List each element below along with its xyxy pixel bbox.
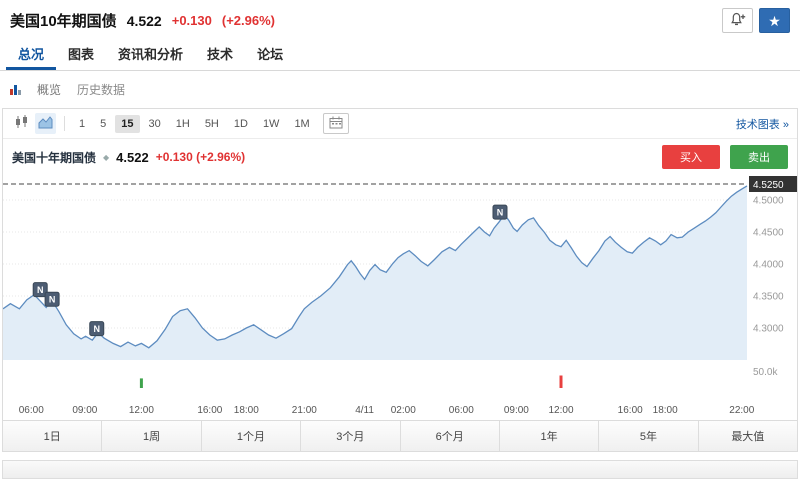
x-axis-label: 06:00 — [448, 405, 474, 416]
interval-15m[interactable]: 15 — [115, 114, 140, 133]
interval-30m[interactable]: 30 — [143, 115, 167, 133]
x-axis-label: 18:00 — [652, 405, 678, 416]
area-fill — [3, 185, 747, 360]
x-axis: 06:00 09:00 12:00 16:00 18:00 21:00 4/11 02:00 0… — [3, 404, 797, 420]
chart-instrument-name: 美国十年期国债 — [12, 150, 97, 165]
realtime-diamond-icon: ◆ — [103, 152, 110, 162]
area-chart-icon — [38, 115, 53, 132]
watchlist-star-button[interactable]: ★ — [759, 8, 790, 33]
candlestick-icon — [14, 115, 29, 132]
x-axis-label: 21:00 — [291, 405, 317, 416]
tab-news-analysis[interactable]: 资讯和分析 — [118, 47, 184, 62]
subnav-historical-data[interactable]: 历史数据 — [77, 83, 126, 97]
candlestick-chart-button[interactable] — [11, 113, 32, 134]
y-axis-label: 4.4500 — [753, 228, 784, 239]
overview-icon — [10, 84, 21, 95]
chart-change: +0.130 (+2.96%) — [155, 150, 246, 164]
x-axis-label: 12:00 — [548, 405, 574, 416]
range-selector: 1日 1周 1个月 3个月 6个月 1年 5年 最大值 — [3, 420, 797, 451]
chart-toolbar: 1 5 15 30 1H 5H 1D 1W 1M 技术图表 » — [3, 109, 797, 139]
range-6mo[interactable]: 6个月 — [401, 421, 500, 451]
chart-panel: 1 5 15 30 1H 5H 1D 1W 1M 技术图表 » 美国 — [2, 108, 798, 452]
interval-1h[interactable]: 1H — [170, 115, 196, 133]
current-price-label: 4.5250 — [753, 180, 784, 191]
header-actions: ★ — [722, 8, 790, 33]
interval-5m[interactable]: 5 — [94, 115, 112, 133]
instrument-header: 美国10年期国债 4.522 +0.130 (+2.96%) ★ — [0, 0, 800, 38]
y-axis-label: 4.4000 — [753, 260, 784, 271]
range-3mo[interactable]: 3个月 — [301, 421, 401, 451]
subnav-overview[interactable]: 概览 — [37, 83, 62, 97]
page-title: 美国10年期国债 — [10, 13, 117, 30]
header-change: +0.130 — [171, 13, 212, 28]
create-alert-button[interactable] — [722, 8, 753, 33]
x-axis-label: 4/11 — [355, 405, 374, 416]
range-max[interactable]: 最大值 — [699, 421, 797, 451]
x-axis-label: 09:00 — [72, 405, 98, 416]
price-chart[interactable]: 4.5000 4.4500 4.4000 4.3500 4.3000 4.5250 50.0… — [3, 174, 797, 404]
tab-chart[interactable]: 图表 — [68, 47, 95, 62]
interval-1mo[interactable]: 1M — [288, 115, 315, 133]
chart-title-row: 美国十年期国债 ◆ 4.522 +0.130 (+2.96%) 买入 卖出 — [3, 139, 797, 174]
svg-text:N: N — [49, 295, 56, 305]
tab-overview[interactable]: 总况 — [6, 38, 57, 70]
tab-technical[interactable]: 技术 — [207, 47, 234, 62]
bell-plus-icon — [730, 12, 746, 29]
interval-1w[interactable]: 1W — [257, 115, 286, 133]
news-marker[interactable]: N — [44, 291, 60, 307]
header-change-pct: (+2.96%) — [221, 13, 275, 28]
interval-1m[interactable]: 1 — [73, 115, 91, 133]
buy-button[interactable]: 买入 — [662, 145, 720, 169]
x-axis-label: 06:00 — [18, 405, 44, 416]
range-1d[interactable]: 1日 — [3, 421, 103, 451]
y-axis-label: 4.3000 — [753, 324, 784, 335]
volume-axis-label: 50.0k — [753, 367, 778, 378]
price-chart-svg[interactable]: 4.5000 4.4500 4.4000 4.3500 4.3000 4.5250 50.0… — [3, 174, 797, 404]
volume-bar — [559, 375, 563, 388]
calendar-icon — [329, 116, 343, 132]
range-1y[interactable]: 1年 — [500, 421, 600, 451]
x-axis-label: 09:00 — [503, 405, 529, 416]
collapsed-section-bar[interactable] — [2, 460, 798, 479]
y-axis-label: 4.3500 — [753, 292, 784, 303]
range-5y[interactable]: 5年 — [599, 421, 699, 451]
x-axis-label: 16:00 — [197, 405, 223, 416]
chart-price: 4.522 — [116, 149, 149, 165]
tab-forum[interactable]: 论坛 — [257, 47, 284, 62]
area-chart-button[interactable] — [35, 113, 56, 134]
news-marker[interactable]: N — [32, 282, 48, 298]
news-marker[interactable]: N — [89, 321, 105, 337]
svg-text:N: N — [93, 324, 100, 334]
price-line — [3, 185, 748, 349]
x-axis-label: 12:00 — [128, 405, 154, 416]
range-1w[interactable]: 1周 — [102, 421, 202, 451]
x-axis-label: 22:00 — [729, 405, 755, 416]
current-price-label-box — [749, 176, 797, 192]
toolbar-divider — [64, 116, 65, 131]
sell-button[interactable]: 卖出 — [730, 145, 788, 169]
x-axis-label: 18:00 — [233, 405, 259, 416]
header-price: 4.522 — [126, 12, 162, 29]
x-axis-label: 16:00 — [617, 405, 643, 416]
date-range-button[interactable] — [322, 113, 349, 134]
trade-buttons: 买入 卖出 — [662, 145, 788, 169]
sub-nav: 概览 历史数据 — [0, 71, 800, 108]
interval-5h[interactable]: 5H — [199, 115, 225, 133]
svg-text:N: N — [497, 208, 504, 218]
volume-bar — [139, 378, 143, 388]
x-axis-label: 02:00 — [390, 405, 416, 416]
main-nav: 总况 图表 资讯和分析 技术 论坛 — [0, 38, 800, 71]
range-1mo[interactable]: 1个月 — [202, 421, 302, 451]
technical-chart-link[interactable]: 技术图表 » — [735, 118, 789, 131]
svg-text:N: N — [37, 285, 44, 295]
y-axis-label: 4.5000 — [753, 196, 784, 207]
star-icon: ★ — [768, 12, 781, 29]
interval-1d[interactable]: 1D — [228, 115, 254, 133]
news-marker[interactable]: N — [492, 204, 508, 220]
